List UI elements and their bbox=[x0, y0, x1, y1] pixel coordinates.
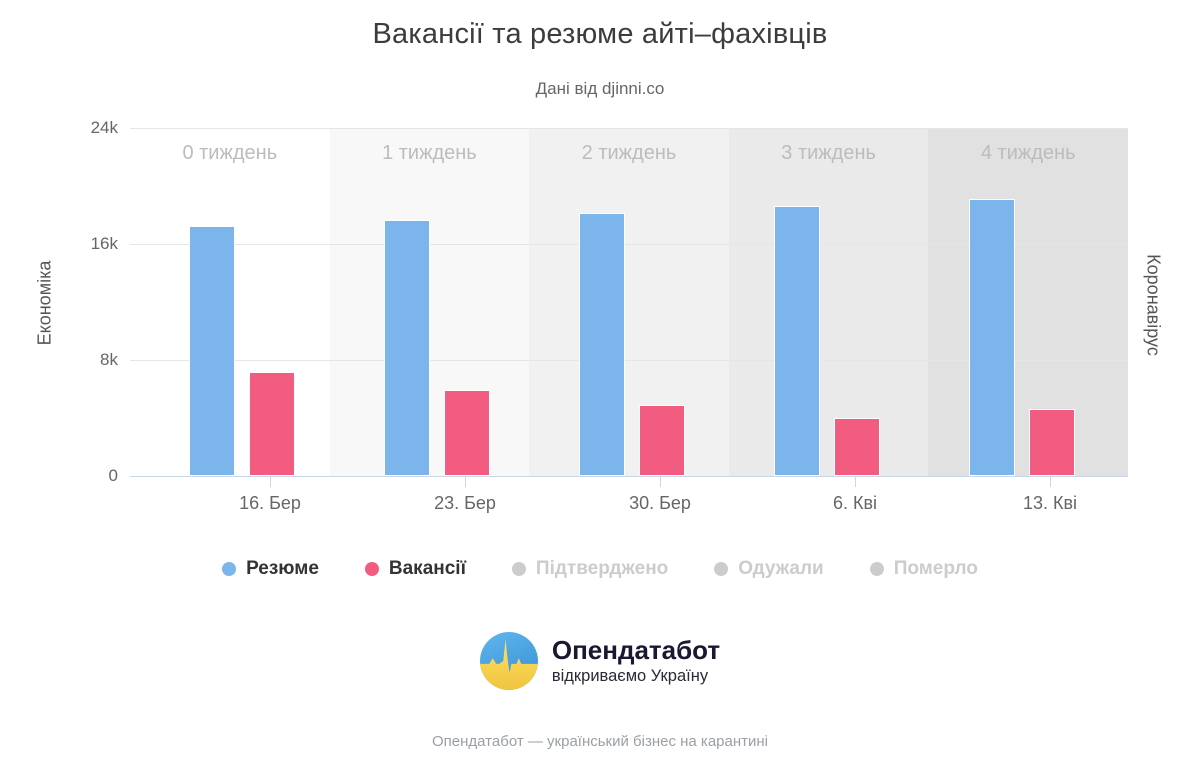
bar-resume[interactable] bbox=[578, 212, 625, 476]
x-tick-label: 30. Бер bbox=[629, 493, 691, 513]
legend-item-disabled[interactable]: Померло bbox=[869, 558, 978, 580]
gridline bbox=[130, 244, 1128, 245]
bar-resume[interactable] bbox=[968, 199, 1015, 476]
x-tick-mark bbox=[855, 476, 856, 487]
x-tick-mark bbox=[660, 476, 661, 487]
x-tick-label: 23. Бер bbox=[434, 493, 496, 513]
week-band-label: 4 тиждень bbox=[980, 142, 1076, 164]
legend-label: Померло bbox=[893, 558, 978, 579]
logo-block: Опендатабот відкриваємо Україну bbox=[0, 632, 1200, 690]
legend-marker-icon bbox=[222, 562, 237, 576]
x-axis-line bbox=[130, 476, 1128, 477]
y-tick-label: 0 bbox=[108, 466, 118, 485]
x-tick-mark bbox=[1050, 476, 1051, 487]
bar-resume[interactable] bbox=[188, 225, 235, 476]
gridline bbox=[130, 128, 1128, 129]
logo-tagline: відкриваємо Україну bbox=[551, 667, 709, 686]
legend-label: Резюме bbox=[246, 558, 319, 579]
bar-resume[interactable] bbox=[383, 220, 430, 476]
y-tick-label: 8k bbox=[100, 350, 118, 369]
plot-area: 0 тиждень 1 тиждень 2 тиждень 3 тиждень 4 ти… bbox=[130, 128, 1128, 477]
week-band-label: 3 тиждень bbox=[781, 142, 876, 164]
legend-marker-icon bbox=[714, 562, 729, 576]
x-tick-label: 16. Бер bbox=[239, 493, 301, 513]
week-band-label: 1 тиждень bbox=[382, 142, 477, 164]
y-tick-label: 16k bbox=[90, 234, 118, 253]
x-tick-label: 13. Кві bbox=[1022, 493, 1078, 513]
legend-item-disabled[interactable]: Одужали bbox=[714, 558, 824, 580]
legend-label: Одужали bbox=[738, 558, 824, 579]
footer-note: Опендатабот — український бізнес на кара… bbox=[432, 733, 768, 750]
x-tick-mark bbox=[465, 476, 466, 487]
chart-subtitle: Дані від djinni.co bbox=[535, 79, 665, 98]
gridline bbox=[130, 360, 1128, 361]
bar-vacancy[interactable] bbox=[443, 390, 490, 476]
week-band-label: 2 тиждень bbox=[581, 142, 677, 164]
week-band: 0 тиждень bbox=[130, 128, 330, 476]
legend-marker-icon bbox=[511, 562, 526, 576]
legend-item-active[interactable]: Резюме bbox=[222, 558, 319, 580]
week-band: 2 тиждень bbox=[529, 128, 729, 476]
bar-vacancy[interactable] bbox=[638, 405, 685, 476]
legend-label: Підтверджено bbox=[535, 558, 669, 579]
logo-name: Опендатабот bbox=[551, 634, 721, 665]
chart-title: Вакансії та резюме айті–фахівців bbox=[372, 18, 828, 50]
y-axis-title-economy: Економіка bbox=[34, 260, 55, 346]
x-tick-label: 6. Кві bbox=[832, 493, 878, 513]
legend-label: Вакансії bbox=[388, 558, 466, 579]
week-band: 3 тиждень bbox=[728, 128, 929, 476]
legend-item-disabled[interactable]: Підтверджено bbox=[511, 558, 669, 580]
logo-text: Опендатабот відкриваємо Україну bbox=[551, 634, 721, 687]
bar-vacancy[interactable] bbox=[248, 372, 295, 476]
week-band-label: 0 тиждень bbox=[182, 142, 278, 164]
bar-resume[interactable] bbox=[773, 205, 820, 476]
legend: Резюме Вакансії Підтверджено Одужали Померло bbox=[0, 558, 1200, 580]
legend-marker-icon bbox=[364, 562, 379, 576]
y-tick-label: 24k bbox=[90, 118, 118, 137]
week-band: 4 тиждень bbox=[928, 128, 1128, 476]
bar-vacancy[interactable] bbox=[1028, 409, 1075, 476]
opendatabot-logo-icon bbox=[479, 632, 538, 690]
x-tick-mark bbox=[270, 476, 271, 487]
legend-marker-icon bbox=[869, 562, 884, 576]
y-axis-title-coronavirus: Коронавірус bbox=[1143, 254, 1164, 356]
bar-vacancy[interactable] bbox=[833, 418, 880, 476]
legend-item-active[interactable]: Вакансії bbox=[364, 558, 466, 580]
